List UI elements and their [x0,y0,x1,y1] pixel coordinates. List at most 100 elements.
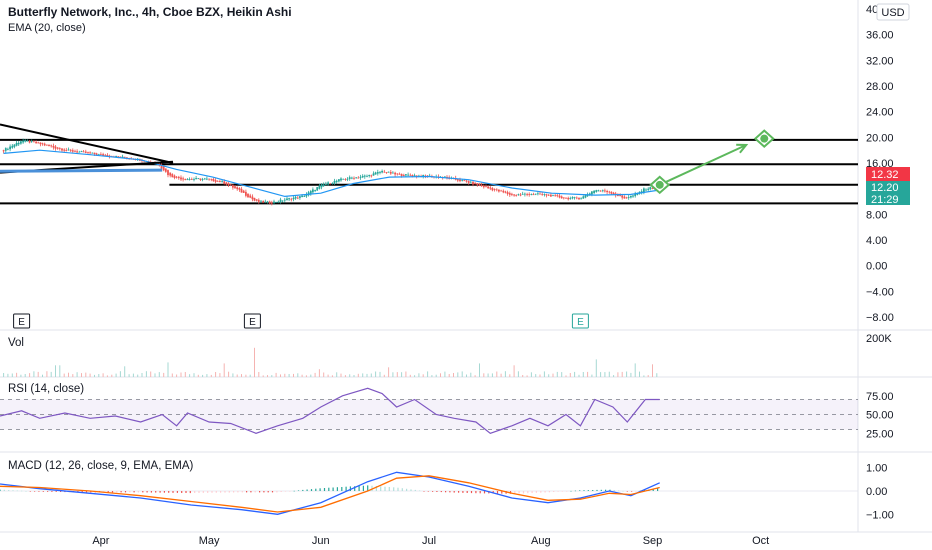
time-axis-tick: Jun [312,535,330,547]
macd-histogram-bar [107,491,109,493]
macd-histogram-bar [362,485,364,491]
candle-body [545,194,548,196]
candle-body [539,193,541,195]
macd-histogram-bar [358,485,360,491]
candle-body [61,148,63,151]
candle-body [461,180,464,181]
macd-histogram-bar [535,491,537,493]
macd-histogram-bar [8,490,10,491]
volume-bar [241,374,242,377]
macd-histogram-bar [289,491,291,492]
volume-bar [206,374,208,377]
volume-bar [293,373,294,377]
candle-body [203,178,206,180]
candle-body [335,180,338,183]
candle-body [524,193,526,195]
macd-histogram-bar [557,491,559,492]
macd-axis-tick: 0.00 [866,486,887,498]
candle-body [22,140,24,143]
volume-bar [561,372,563,377]
candle-body [558,195,561,198]
macd-histogram-bar [332,487,334,491]
volume-bar [453,373,454,377]
macd-histogram-bar [42,491,44,492]
volume-bar [366,373,368,377]
earnings-marker-label: E [577,317,584,328]
macd-histogram-bar [233,491,235,493]
volume-bar [440,373,441,377]
earnings-marker[interactable] [571,313,589,329]
macd-histogram-bar [237,491,239,493]
volume-bar [582,372,584,377]
candle-body [383,171,386,173]
candle-body [500,190,502,192]
macd-histogram-bar [81,491,83,493]
macd-histogram-bar [323,488,326,491]
candle-body [537,193,539,195]
candle-body [164,168,167,172]
candle-body [456,178,459,181]
volume-bar [578,374,580,377]
macd-histogram-bar [414,489,416,491]
macd-histogram-bar [561,491,563,492]
volume-bar [115,373,117,377]
candle-body [467,181,470,183]
candle-body [221,181,223,182]
volume-bar [50,371,52,377]
volume-bar [466,374,467,377]
currency-badge[interactable] [876,3,910,21]
volume-bar [349,374,351,377]
volume-bar [223,363,225,377]
candle-body [569,198,572,199]
candle-body [52,145,55,148]
candle-body [465,180,468,182]
volume-bar [111,374,113,377]
macd-axis-tick: 1.00 [866,463,887,475]
candle-body [65,150,68,151]
volume-bar [500,373,502,377]
macd-histogram-bar [150,491,152,493]
earnings-marker[interactable] [13,313,31,329]
candle-body [212,179,215,182]
volume-bar [604,372,606,377]
candle-body [543,194,546,195]
trendline-drawing[interactable] [0,168,163,173]
time-axis-tick: Apr [92,535,109,547]
candle-body [389,172,392,174]
macd-histogram-bar [631,491,633,492]
forecast-arrow[interactable] [659,144,747,186]
earnings-marker[interactable] [243,313,261,329]
volume-bar [305,375,307,377]
volume-bar [375,371,377,377]
macd-pane-label: MACD (12, 26, close, 9, EMA, EMA) [8,460,194,472]
volume-axis-label: 200K [866,333,892,345]
candle-body [534,193,537,195]
volume-bar [210,374,212,377]
candle-body [407,174,409,176]
volume-bar [444,371,446,377]
macd-histogram-bar [540,491,542,493]
macd-histogram-bar [207,491,209,493]
macd-histogram-bar [189,491,191,494]
candle-body [599,190,602,192]
macd-histogram-bar [349,486,351,491]
candle-body [89,152,91,154]
candle-body [279,199,282,202]
macd-histogram-bar [137,491,139,493]
candle-body [541,194,544,195]
volume-bar [81,373,82,377]
macd-histogram-bar [224,491,226,493]
macd-histogram-bar [215,491,217,493]
volume-bar [11,373,13,377]
candle-body [305,194,308,197]
candle-body [33,141,35,143]
volume-bar [647,375,649,377]
candle-body [344,179,347,180]
candle-body [387,171,390,173]
current-price-label: 12.32 [871,169,899,181]
candle-body [446,176,448,178]
trendline-drawing[interactable] [0,123,174,164]
